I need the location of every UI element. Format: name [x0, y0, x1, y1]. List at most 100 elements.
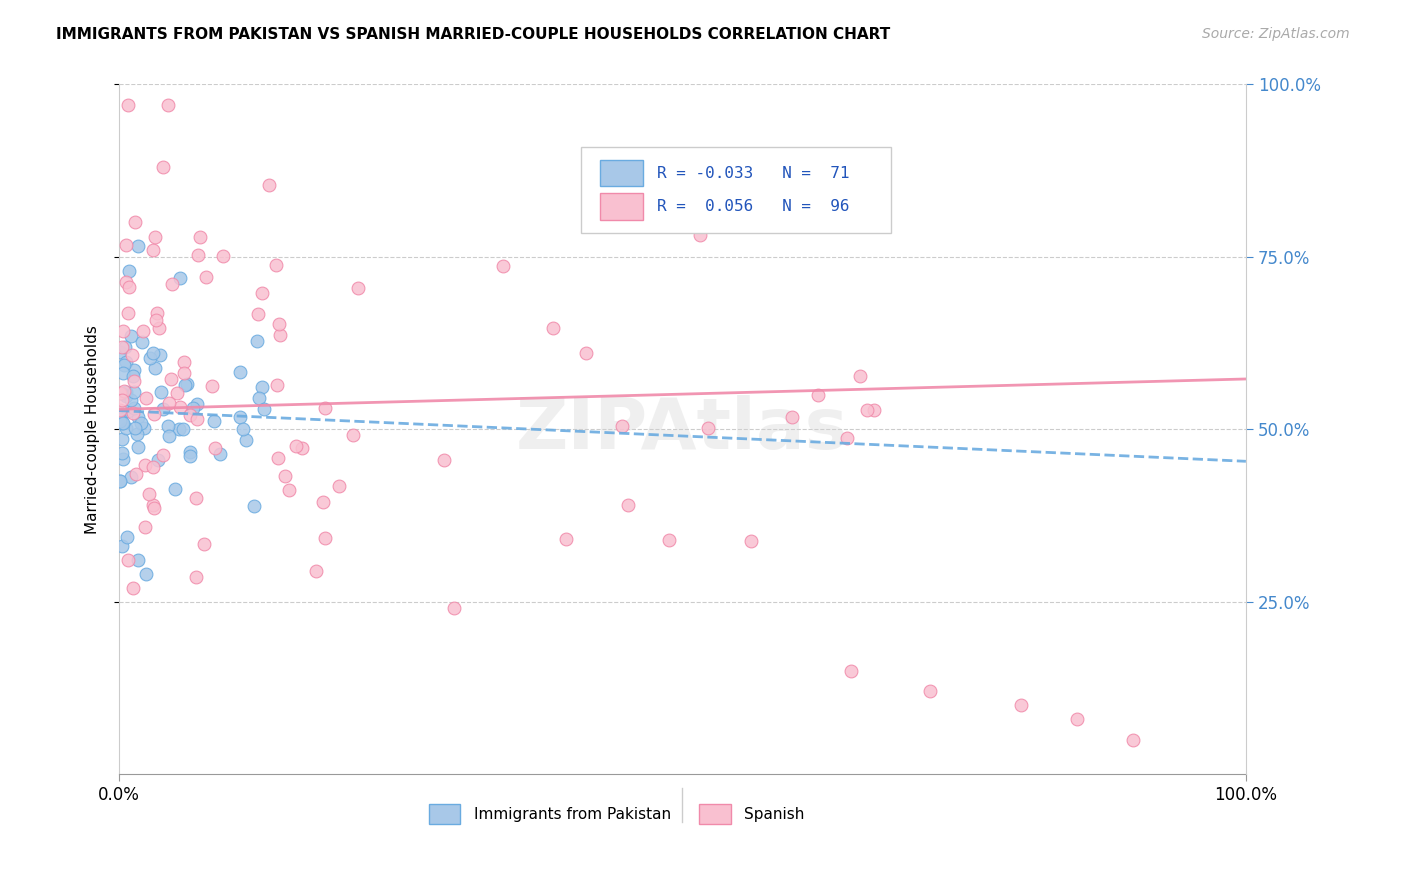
Text: R =  0.056   N =  96: R = 0.056 N = 96 — [657, 199, 849, 214]
Point — [616, 499, 638, 513]
Point — [142, 407, 165, 421]
Point — [269, 328, 291, 343]
Point — [157, 429, 180, 443]
Point — [250, 286, 273, 301]
Point — [112, 387, 135, 401]
Point — [156, 419, 179, 434]
Point — [212, 249, 235, 263]
Point — [159, 372, 181, 386]
Point — [541, 320, 564, 334]
Point — [443, 601, 465, 615]
Point — [139, 351, 162, 366]
Point — [658, 533, 681, 548]
Point — [186, 412, 208, 426]
Point — [554, 532, 576, 546]
Point — [108, 344, 131, 359]
Point — [120, 470, 142, 484]
Point — [138, 486, 160, 500]
Point — [127, 440, 149, 454]
Point — [169, 400, 191, 414]
FancyBboxPatch shape — [581, 146, 891, 233]
Point — [148, 321, 170, 335]
Point — [108, 403, 131, 417]
Point — [117, 98, 139, 112]
Point — [117, 305, 139, 319]
Point — [841, 664, 863, 678]
Point — [111, 417, 134, 431]
Point — [278, 483, 301, 497]
Point — [111, 366, 134, 380]
Text: ZIPAtlas: ZIPAtlas — [516, 395, 849, 464]
Point — [111, 432, 134, 446]
Point — [697, 421, 720, 435]
Point — [780, 410, 803, 425]
Point — [246, 334, 269, 348]
Point — [304, 564, 326, 578]
Point — [124, 420, 146, 434]
Point — [127, 410, 149, 425]
Point — [142, 498, 165, 512]
Point — [267, 317, 290, 331]
Point — [193, 536, 215, 550]
Point — [110, 475, 132, 489]
FancyBboxPatch shape — [699, 805, 731, 823]
Point — [145, 313, 167, 327]
Point — [187, 248, 209, 262]
Point — [740, 533, 762, 548]
Point — [135, 567, 157, 582]
Point — [114, 340, 136, 354]
FancyBboxPatch shape — [600, 194, 643, 219]
Point — [146, 306, 169, 320]
Point — [122, 581, 145, 595]
Point — [121, 348, 143, 362]
Point — [173, 355, 195, 369]
Point — [247, 391, 270, 405]
Point — [122, 369, 145, 384]
Point — [120, 329, 142, 343]
Point — [314, 531, 336, 545]
Point — [122, 363, 145, 377]
Point — [253, 401, 276, 416]
Point — [291, 441, 314, 455]
Point — [108, 414, 131, 428]
Point — [152, 449, 174, 463]
Point — [209, 447, 232, 461]
Point — [111, 446, 134, 460]
Point — [184, 491, 207, 505]
Point — [117, 263, 139, 277]
Point — [143, 501, 166, 516]
Point — [117, 404, 139, 418]
Point — [143, 361, 166, 376]
Point — [179, 408, 201, 422]
Point — [111, 340, 134, 354]
Point — [176, 377, 198, 392]
Point — [328, 479, 350, 493]
Point — [575, 346, 598, 360]
Point — [267, 451, 290, 466]
Point — [433, 453, 456, 467]
Point — [163, 483, 186, 497]
Text: Source: ZipAtlas.com: Source: ZipAtlas.com — [1202, 27, 1350, 41]
Point — [166, 386, 188, 401]
Point — [112, 405, 135, 419]
Point — [122, 374, 145, 388]
Point — [127, 427, 149, 442]
Point — [112, 324, 135, 338]
Point — [115, 385, 138, 400]
Point — [188, 230, 211, 244]
Point — [920, 684, 942, 698]
Point — [150, 385, 173, 400]
Point — [229, 409, 252, 424]
Point — [120, 393, 142, 408]
Point — [172, 422, 194, 436]
Point — [242, 499, 264, 513]
Point — [122, 406, 145, 420]
Text: IMMIGRANTS FROM PAKISTAN VS SPANISH MARRIED-COUPLE HOUSEHOLDS CORRELATION CHART: IMMIGRANTS FROM PAKISTAN VS SPANISH MARR… — [56, 27, 890, 42]
Point — [129, 416, 152, 430]
Point — [232, 422, 254, 436]
Point — [110, 386, 132, 401]
Point — [108, 474, 131, 488]
FancyBboxPatch shape — [600, 161, 643, 186]
Point — [127, 553, 149, 567]
Point — [264, 258, 287, 272]
